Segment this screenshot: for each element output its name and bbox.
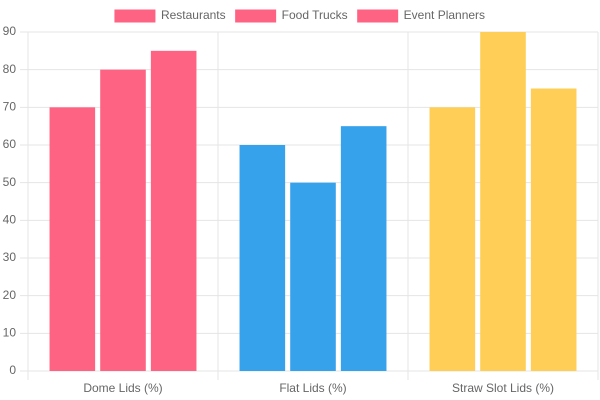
y-tick-label: 20	[3, 288, 17, 302]
y-tick-label: 30	[3, 250, 17, 264]
legend-label: Restaurants	[161, 8, 226, 22]
legend-label: Event Planners	[404, 8, 485, 22]
legend-swatch	[235, 9, 277, 23]
bar	[49, 107, 96, 371]
y-tick-label: 90	[3, 24, 17, 38]
legend-item: Food Trucks	[235, 8, 348, 23]
y-tick-label: 10	[3, 326, 17, 340]
bar	[100, 69, 146, 372]
x-tick-label: Straw Slot Lids (%)	[452, 381, 554, 395]
legend-item: Restaurants	[114, 8, 226, 23]
y-tick-label: 70	[3, 100, 17, 114]
y-tick-label: 40	[3, 213, 17, 227]
y-tick-label: 0	[9, 363, 16, 377]
y-tick-label: 60	[3, 137, 17, 151]
legend-label: Food Trucks	[282, 8, 348, 22]
bar	[239, 145, 286, 371]
x-tick-label: Dome Lids (%)	[83, 381, 162, 395]
bar	[290, 182, 336, 371]
bar	[530, 88, 577, 371]
x-tick-label: Flat Lids (%)	[279, 381, 346, 395]
legend-swatch	[357, 9, 399, 23]
legend-item: Event Planners	[357, 8, 485, 23]
y-tick-label: 50	[3, 175, 17, 189]
bar	[150, 50, 197, 371]
y-tick-label: 80	[3, 62, 17, 76]
legend-swatch	[114, 9, 156, 23]
legend: Restaurants Food Trucks Event Planners	[114, 8, 485, 23]
bar	[429, 107, 476, 371]
bar	[340, 126, 387, 372]
bar	[480, 32, 526, 371]
